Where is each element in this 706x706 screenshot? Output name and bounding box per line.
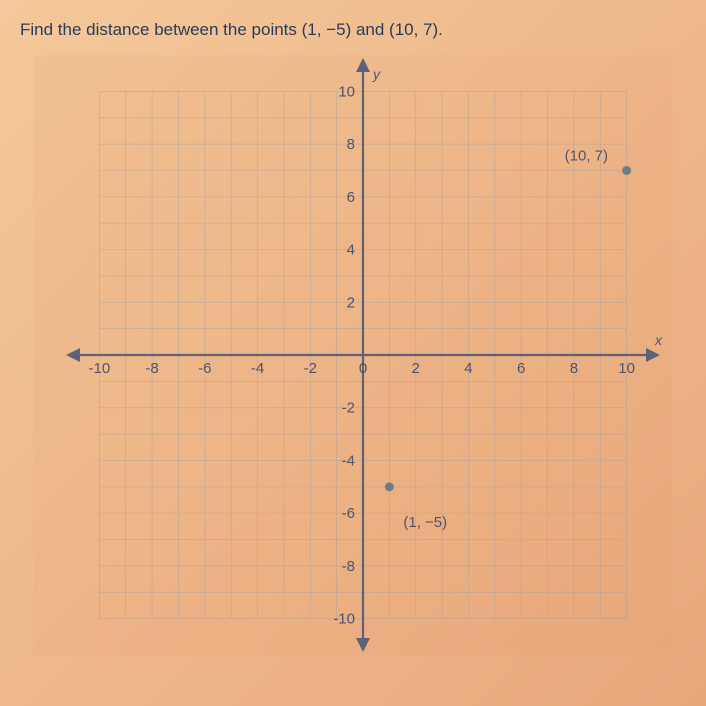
y-tick-label: 8 xyxy=(347,136,355,153)
axis-arrow xyxy=(646,348,660,362)
question-text: Find the distance between the points (1,… xyxy=(20,20,686,40)
coordinate-plane: -10 -8 -6 -4 -2 0 2 4 6 8 10 -10 -8 -6 -4 -2 2 4 6 8 10 x y (1,… xyxy=(33,55,673,655)
axis-arrow xyxy=(356,58,370,72)
x-tick-label: -4 xyxy=(251,360,264,377)
y-tick-label: 10 xyxy=(338,83,355,100)
x-tick-label: 0 xyxy=(359,360,367,377)
y-tick-label: 2 xyxy=(347,294,355,311)
plot-point xyxy=(385,482,394,491)
axis-arrow xyxy=(356,638,370,652)
x-tick-label: 8 xyxy=(570,360,578,377)
x-tick-label: -10 xyxy=(89,360,111,377)
y-tick-label: -8 xyxy=(342,558,355,575)
axis-arrow xyxy=(66,348,80,362)
y-axis-label: y xyxy=(372,66,381,82)
x-tick-label: 10 xyxy=(618,360,635,377)
y-tick-label: -2 xyxy=(342,400,355,417)
x-tick-label: 2 xyxy=(412,360,420,377)
point-label: (10, 7) xyxy=(565,147,608,164)
x-tick-label: -6 xyxy=(198,360,211,377)
point-label: (1, −5) xyxy=(403,514,447,531)
y-tick-label: 4 xyxy=(347,242,355,259)
y-tick-label: -10 xyxy=(333,611,355,628)
y-tick-label: 6 xyxy=(347,189,355,206)
x-tick-label: -2 xyxy=(304,360,317,377)
y-tick-label: -6 xyxy=(342,505,355,522)
x-tick-label: 6 xyxy=(517,360,525,377)
x-tick-label: -8 xyxy=(145,360,158,377)
plane-svg: -10 -8 -6 -4 -2 0 2 4 6 8 10 -10 -8 -6 -4 -2 2 4 6 8 10 x y (1,… xyxy=(33,55,673,655)
x-axis-label: x xyxy=(654,332,663,348)
y-tick-label: -4 xyxy=(342,452,355,469)
plot-point xyxy=(622,166,631,175)
x-tick-label: 4 xyxy=(464,360,472,377)
